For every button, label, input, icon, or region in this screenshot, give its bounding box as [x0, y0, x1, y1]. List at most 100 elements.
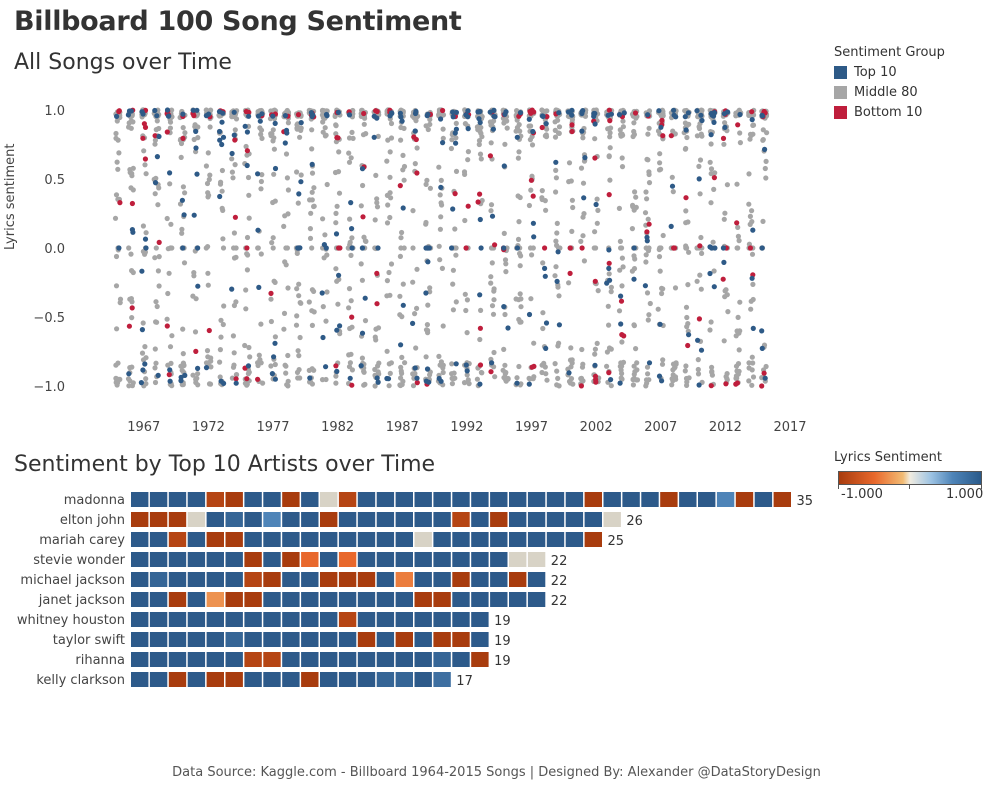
bar-segment[interactable] — [565, 512, 584, 527]
bar-segment[interactable] — [301, 572, 319, 587]
bar-segment[interactable] — [244, 512, 262, 527]
bar-segment[interactable] — [376, 492, 395, 507]
bar-segment[interactable] — [527, 552, 546, 567]
bar-segment[interactable] — [509, 592, 527, 607]
bar-segment[interactable] — [187, 492, 206, 507]
bar-segment[interactable] — [131, 572, 149, 587]
bar-segment[interactable] — [244, 532, 262, 547]
bar-segment[interactable] — [225, 612, 243, 627]
bar-segment[interactable] — [414, 552, 432, 567]
bar-segment[interactable] — [622, 492, 640, 507]
bar-segment[interactable] — [433, 592, 451, 607]
bar-segment[interactable] — [131, 672, 149, 687]
bar-segment[interactable] — [395, 552, 413, 567]
bar-segment[interactable] — [338, 652, 357, 667]
bar-segment[interactable] — [735, 492, 754, 507]
bar-segment[interactable] — [149, 652, 168, 667]
bar-segment[interactable] — [131, 492, 149, 507]
bar-segment[interactable] — [149, 592, 168, 607]
bar-segment[interactable] — [527, 492, 546, 507]
bar-segment[interactable] — [168, 652, 187, 667]
bar-segment[interactable] — [357, 532, 376, 547]
bar-segment[interactable] — [206, 512, 224, 527]
bar-segment[interactable] — [452, 652, 470, 667]
bar-segment[interactable] — [338, 512, 357, 527]
bar-segment[interactable] — [263, 592, 281, 607]
bar-segment[interactable] — [376, 552, 395, 567]
bar-segment[interactable] — [206, 552, 224, 567]
bar-segment[interactable] — [187, 532, 206, 547]
bar-segment[interactable] — [244, 632, 262, 647]
bar-segment[interactable] — [131, 512, 149, 527]
bar-segment[interactable] — [263, 652, 281, 667]
bar-segment[interactable] — [225, 532, 243, 547]
bar-segment[interactable] — [282, 572, 300, 587]
bar-segment[interactable] — [320, 512, 338, 527]
bar-segment[interactable] — [263, 492, 281, 507]
bar-segment[interactable] — [282, 492, 300, 507]
bar-segment[interactable] — [471, 492, 489, 507]
bar-segment[interactable] — [301, 532, 319, 547]
bar-segment[interactable] — [131, 532, 149, 547]
bar-segment[interactable] — [131, 652, 149, 667]
bar-segment[interactable] — [754, 492, 773, 507]
bar-segment[interactable] — [509, 512, 527, 527]
bar-segment[interactable] — [301, 492, 319, 507]
bar-segment[interactable] — [225, 632, 243, 647]
bar-segment[interactable] — [320, 552, 338, 567]
bar-segment[interactable] — [433, 552, 451, 567]
bar-segment[interactable] — [395, 592, 413, 607]
bar-segment[interactable] — [527, 532, 546, 547]
bar-segment[interactable] — [338, 672, 357, 687]
bar-segment[interactable] — [338, 592, 357, 607]
bar-segment[interactable] — [149, 492, 168, 507]
bar-segment[interactable] — [546, 492, 565, 507]
bar-segment[interactable] — [509, 552, 527, 567]
bar-segment[interactable] — [338, 532, 357, 547]
bar-segment[interactable] — [131, 632, 149, 647]
bar-segment[interactable] — [338, 572, 357, 587]
bar-segment[interactable] — [320, 592, 338, 607]
bar-segment[interactable] — [490, 572, 508, 587]
bar-segment[interactable] — [565, 492, 584, 507]
bar-segment[interactable] — [282, 532, 300, 547]
bar-segment[interactable] — [433, 612, 451, 627]
bar-segment[interactable] — [395, 532, 413, 547]
bar-segment[interactable] — [244, 652, 262, 667]
bar-segment[interactable] — [414, 612, 432, 627]
bar-segment[interactable] — [490, 592, 508, 607]
bar-segment[interactable] — [698, 492, 716, 507]
bar-segment[interactable] — [168, 672, 187, 687]
bar-segment[interactable] — [149, 672, 168, 687]
bar-segment[interactable] — [320, 612, 338, 627]
bar-segment[interactable] — [357, 572, 376, 587]
bar-segment[interactable] — [206, 492, 224, 507]
bar-segment[interactable] — [471, 632, 489, 647]
bar-segment[interactable] — [263, 632, 281, 647]
bar-segment[interactable] — [168, 632, 187, 647]
bar-segment[interactable] — [149, 572, 168, 587]
bar-segment[interactable] — [149, 512, 168, 527]
bar-segment[interactable] — [452, 612, 470, 627]
bar-segment[interactable] — [206, 572, 224, 587]
bar-segment[interactable] — [244, 492, 262, 507]
bar-segment[interactable] — [225, 512, 243, 527]
bar-segment[interactable] — [206, 592, 224, 607]
bar-segment[interactable] — [395, 652, 413, 667]
bar-segment[interactable] — [206, 532, 224, 547]
bar-segment[interactable] — [263, 612, 281, 627]
bar-segment[interactable] — [376, 612, 395, 627]
bar-segment[interactable] — [471, 612, 489, 627]
bar-segment[interactable] — [376, 592, 395, 607]
bar-segment[interactable] — [584, 512, 602, 527]
bar-segment[interactable] — [187, 572, 206, 587]
bar-segment[interactable] — [357, 592, 376, 607]
bar-segment[interactable] — [168, 512, 187, 527]
bar-segment[interactable] — [301, 632, 319, 647]
bar-segment[interactable] — [187, 592, 206, 607]
bar-segment[interactable] — [131, 612, 149, 627]
bar-segment[interactable] — [187, 612, 206, 627]
bar-segment[interactable] — [187, 632, 206, 647]
bar-segment[interactable] — [414, 492, 432, 507]
bar-segment[interactable] — [452, 592, 470, 607]
